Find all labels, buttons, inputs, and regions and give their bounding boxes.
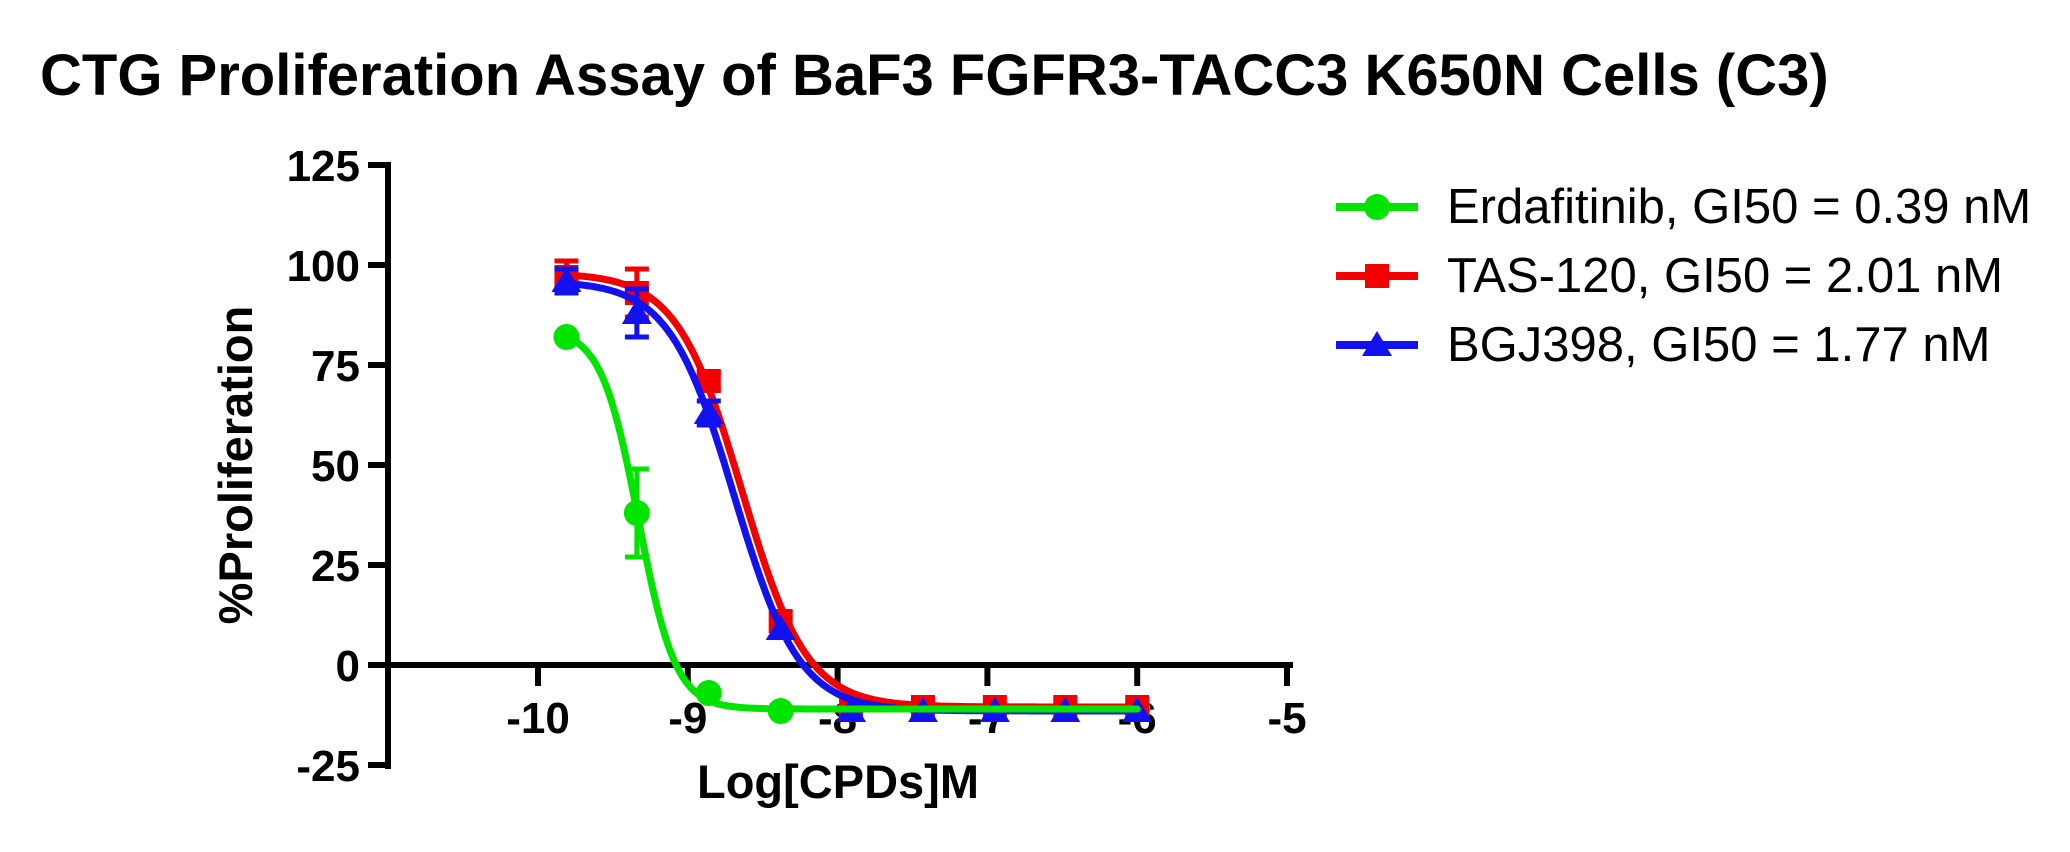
x-axis-tick-label: -5	[1267, 694, 1306, 743]
legend-label: TAS-120, GI50 = 2.01 nM	[1447, 249, 2004, 303]
y-axis-tick-label: 50	[311, 442, 360, 491]
y-axis-tick-label: 100	[287, 242, 360, 291]
y-axis-title: %Proliferation	[209, 306, 262, 625]
series-layer	[551, 258, 1153, 724]
BGJ398-data-point-marker	[551, 267, 582, 292]
y-axis-tick-label: 125	[287, 142, 360, 191]
TAS-120-square-icon	[1336, 264, 1418, 288]
BGJ398-data-point-marker	[765, 615, 796, 640]
x-axis-tick-label: -10	[506, 694, 570, 743]
TAS-120-fit-curve	[563, 271, 1141, 711]
legend-item-Erdafitinib: Erdafitinib, GI50 = 0.39 nM	[1333, 180, 2032, 234]
y-axis-tick-label: 75	[311, 342, 360, 391]
BGJ398-data-point-marker	[693, 399, 724, 424]
y-axis-tick-label: -25	[296, 742, 360, 791]
BGJ398-data-point-marker	[621, 299, 652, 324]
x-axis-title: Log[CPDs]M	[697, 755, 979, 808]
legend-item-TAS-120: TAS-120, GI50 = 2.01 nM	[1333, 249, 2004, 303]
y-axis-tick-label: 0	[336, 642, 360, 691]
Erdafitinib-circle-icon	[1336, 194, 1418, 220]
chart-title: CTG Proliferation Assay of BaF3 FGFR3-TA…	[40, 43, 1829, 108]
legend-label: BGJ398, GI50 = 1.77 nM	[1447, 318, 1991, 372]
BGJ398-fit-curve	[563, 280, 1141, 715]
BGJ398-triangle-icon	[1336, 331, 1418, 356]
y-axis-tick-label: 25	[311, 542, 360, 591]
legend-label: Erdafitinib, GI50 = 0.39 nM	[1447, 180, 2032, 234]
legend-item-BGJ398: BGJ398, GI50 = 1.77 nM	[1333, 318, 1991, 372]
Erdafitinib-fit-curve	[563, 333, 1141, 713]
